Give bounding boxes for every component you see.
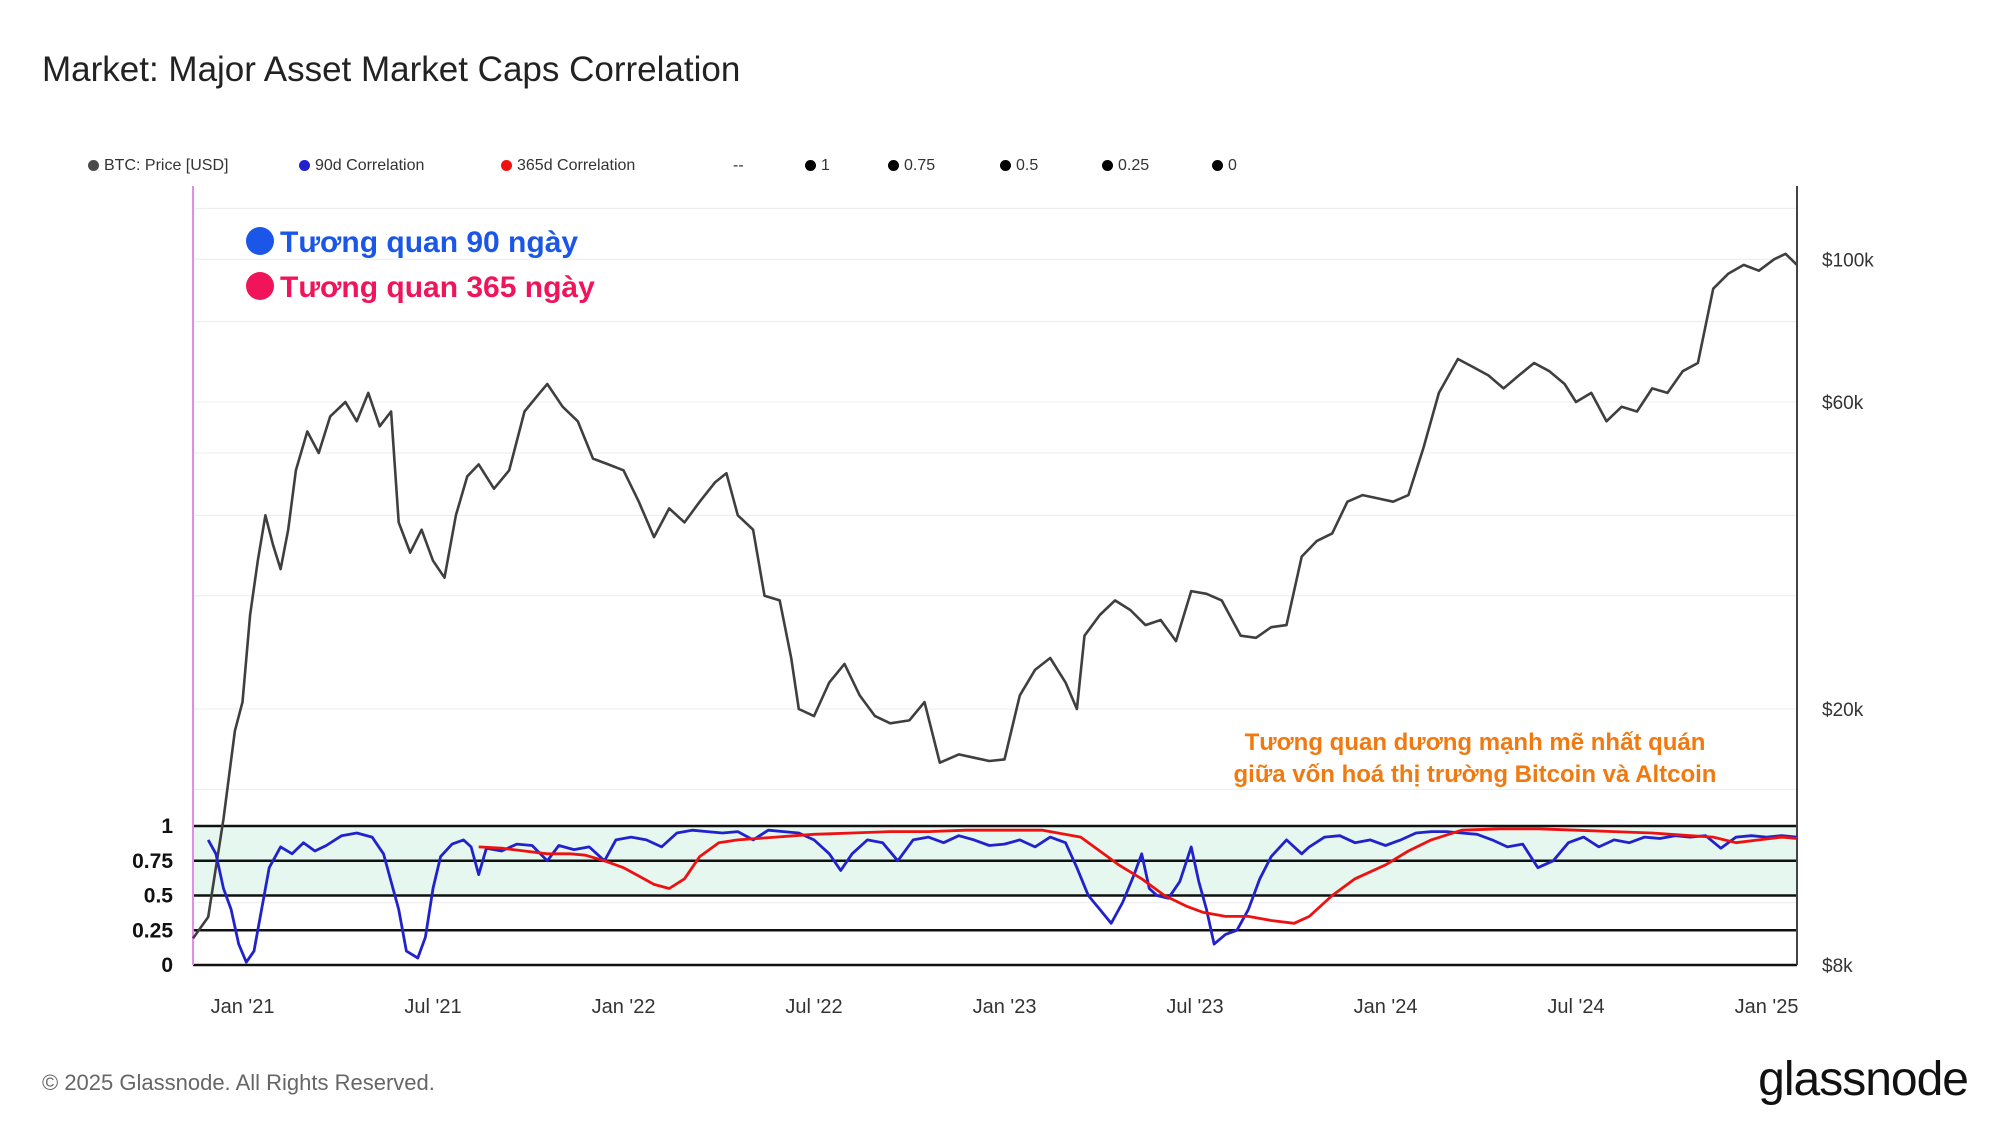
price-axis: $100k $60k $20k $8k: [1822, 250, 1874, 977]
legend-dot-icon: [88, 160, 99, 171]
corr-tick-label: 0.75: [132, 850, 173, 873]
price-tick-label: $60k: [1822, 393, 1864, 414]
annotation-90d-dot-icon: [246, 227, 274, 255]
x-tick-label: Jul '22: [785, 996, 842, 1018]
legend-dot-icon: [1000, 160, 1011, 171]
legend-item-90d[interactable]: 90d Correlation: [299, 157, 424, 175]
copyright-footer: © 2025 Glassnode. All Rights Reserved.: [42, 1070, 435, 1095]
corr-tick-label: 0: [161, 954, 173, 977]
glassnode-logo[interactable]: glassnode: [1758, 1053, 1969, 1106]
legend-item-075[interactable]: 0.75: [888, 157, 935, 175]
x-tick-label: Jan '22: [592, 996, 656, 1018]
annotation-365d-dot-icon: [246, 272, 274, 300]
corr-tick-label: 1: [161, 815, 173, 838]
price-tick-label: $20k: [1822, 700, 1864, 721]
legend-dot-icon: [805, 160, 816, 171]
x-tick-label: Jul '23: [1166, 996, 1223, 1018]
x-tick-label: Jul '21: [404, 996, 461, 1018]
legend-dot-icon: [299, 160, 310, 171]
x-tick-label: Jan '25: [1735, 996, 1799, 1018]
corr-tick-label: 0.5: [144, 885, 174, 908]
annotation-90d-label: Tương quan 90 ngày: [280, 226, 578, 259]
legend-item-0[interactable]: 0: [1212, 157, 1237, 175]
correlation-reference-lines: [193, 824, 1797, 967]
legend-item-365d[interactable]: 365d Correlation: [501, 157, 635, 175]
x-tick-label: Jan '21: [211, 996, 275, 1018]
legend-item-1[interactable]: 1: [805, 157, 830, 175]
legend-dot-icon: [1212, 160, 1223, 171]
corr-tick-label: 0.25: [132, 919, 173, 942]
corr-90d-line: [206, 828, 1798, 964]
legend-item-dash: --: [733, 157, 744, 174]
legend-dot-icon: [888, 160, 899, 171]
btc-price-line: [191, 252, 1798, 940]
price-tick-label: $8k: [1822, 956, 1853, 977]
x-tick-label: Jan '23: [973, 996, 1037, 1018]
annotation-note-line2: giữa vốn hoá thị trường Bitcoin và Altco…: [1234, 761, 1717, 788]
page-title: Market: Major Asset Market Caps Correlat…: [42, 50, 741, 89]
legend-dot-icon: [1102, 160, 1113, 171]
price-tick-label: $100k: [1822, 250, 1874, 271]
x-axis: Jan '21 Jul '21 Jan '22 Jul '22 Jan '23 Jul '…: [211, 996, 1799, 1018]
legend-item-btc-price[interactable]: BTC: Price [USD]: [88, 157, 228, 175]
annotation-note-line1: Tương quan dương mạnh mẽ nhất quán: [1245, 729, 1706, 756]
x-tick-label: Jan '24: [1354, 996, 1418, 1018]
corr-365d-line: [478, 827, 1798, 925]
legend-dot-icon: [501, 160, 512, 171]
x-tick-label: Jul '24: [1547, 996, 1604, 1018]
annotation-365d-label: Tương quan 365 ngày: [280, 271, 595, 304]
legend-item-05[interactable]: 0.5: [1000, 157, 1038, 175]
correlation-axis: 1 0.75 0.5 0.25 0: [132, 815, 173, 977]
legend-item-025[interactable]: 0.25: [1102, 157, 1149, 175]
